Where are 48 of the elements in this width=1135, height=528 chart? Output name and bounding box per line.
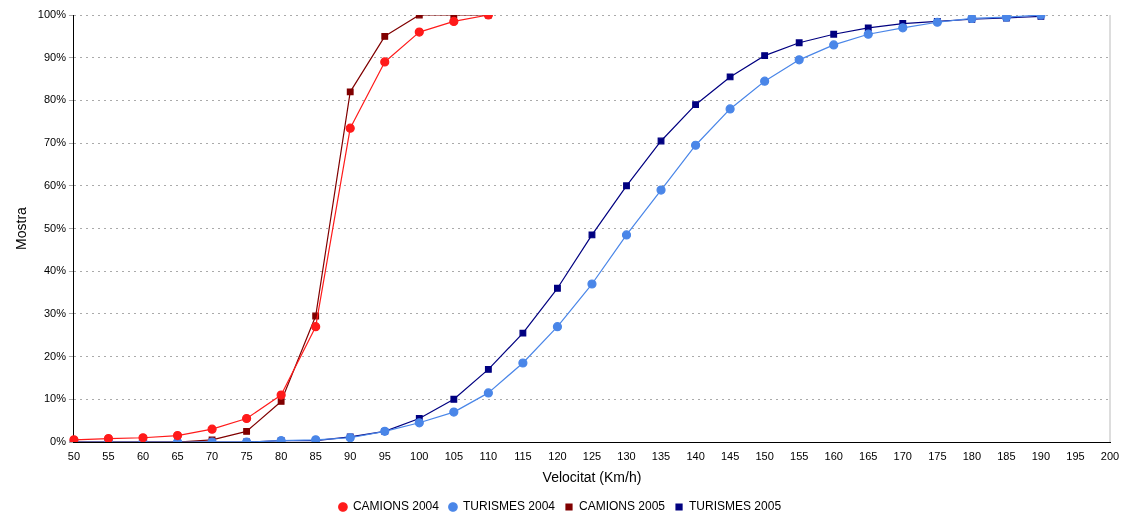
y-tick-label: 30% [43,306,67,319]
x-tick-label: 105 [444,449,463,462]
legend-label: CAMIONS 2004 [352,499,440,514]
x-axis-title: Velocitat (Km/h) [542,469,642,486]
x-tick-label: 125 [582,449,602,462]
x-tick-label: 55 [102,449,115,462]
x-tick-label: 115 [514,449,532,462]
x-tick-label: 180 [962,449,982,462]
y-tick-label: 60% [43,178,67,191]
x-tick-label: 195 [1066,449,1085,462]
y-tick-label: 50% [43,221,67,234]
x-tick-label: 155 [790,449,809,462]
x-tick-label: 60 [136,449,150,462]
x-tick-label: 160 [824,449,843,462]
x-tick-label: 50 [67,449,81,462]
x-tick-label: 85 [309,449,322,462]
y-axis-title: Mostra [13,206,30,250]
x-tick-label: 80 [275,449,288,462]
x-tick-label: 170 [893,449,912,462]
legend-label: TURISMES 2005 [689,499,782,514]
x-tick-label: 110 [479,449,498,462]
x-tick-label: 135 [651,449,671,462]
x-tick-label: 145 [720,449,740,462]
x-tick-label: 140 [686,449,705,462]
x-tick-label: 100 [410,449,429,462]
x-tick-label: 95 [378,449,391,462]
y-tick-label: 100% [37,8,67,21]
y-tick-label: 90% [43,50,67,63]
y-tick-label: 20% [43,349,67,362]
legend-label: TURISMES 2004 [462,499,556,514]
x-tick-label: 70 [205,449,219,462]
y-tick-label: 40% [43,264,67,277]
x-tick-label: 130 [617,449,636,462]
x-tick-label: 165 [859,449,878,462]
y-tick-label: 0% [50,435,67,448]
x-tick-label: 175 [928,449,947,462]
x-tick-label: 90 [344,449,357,462]
y-tick-label: 10% [43,392,67,405]
x-tick-label: 190 [1031,449,1051,462]
legend-label: CAMIONS 2005 [579,499,666,514]
x-tick-label: 150 [755,449,774,462]
y-tick-label: 70% [43,136,67,149]
x-tick-label: 200 [1100,449,1120,462]
y-tick-label: 80% [43,93,67,106]
x-tick-label: 65 [171,449,184,462]
x-tick-label: 120 [548,449,567,462]
x-tick-label: 75 [240,449,253,462]
x-tick-label: 185 [997,449,1016,462]
